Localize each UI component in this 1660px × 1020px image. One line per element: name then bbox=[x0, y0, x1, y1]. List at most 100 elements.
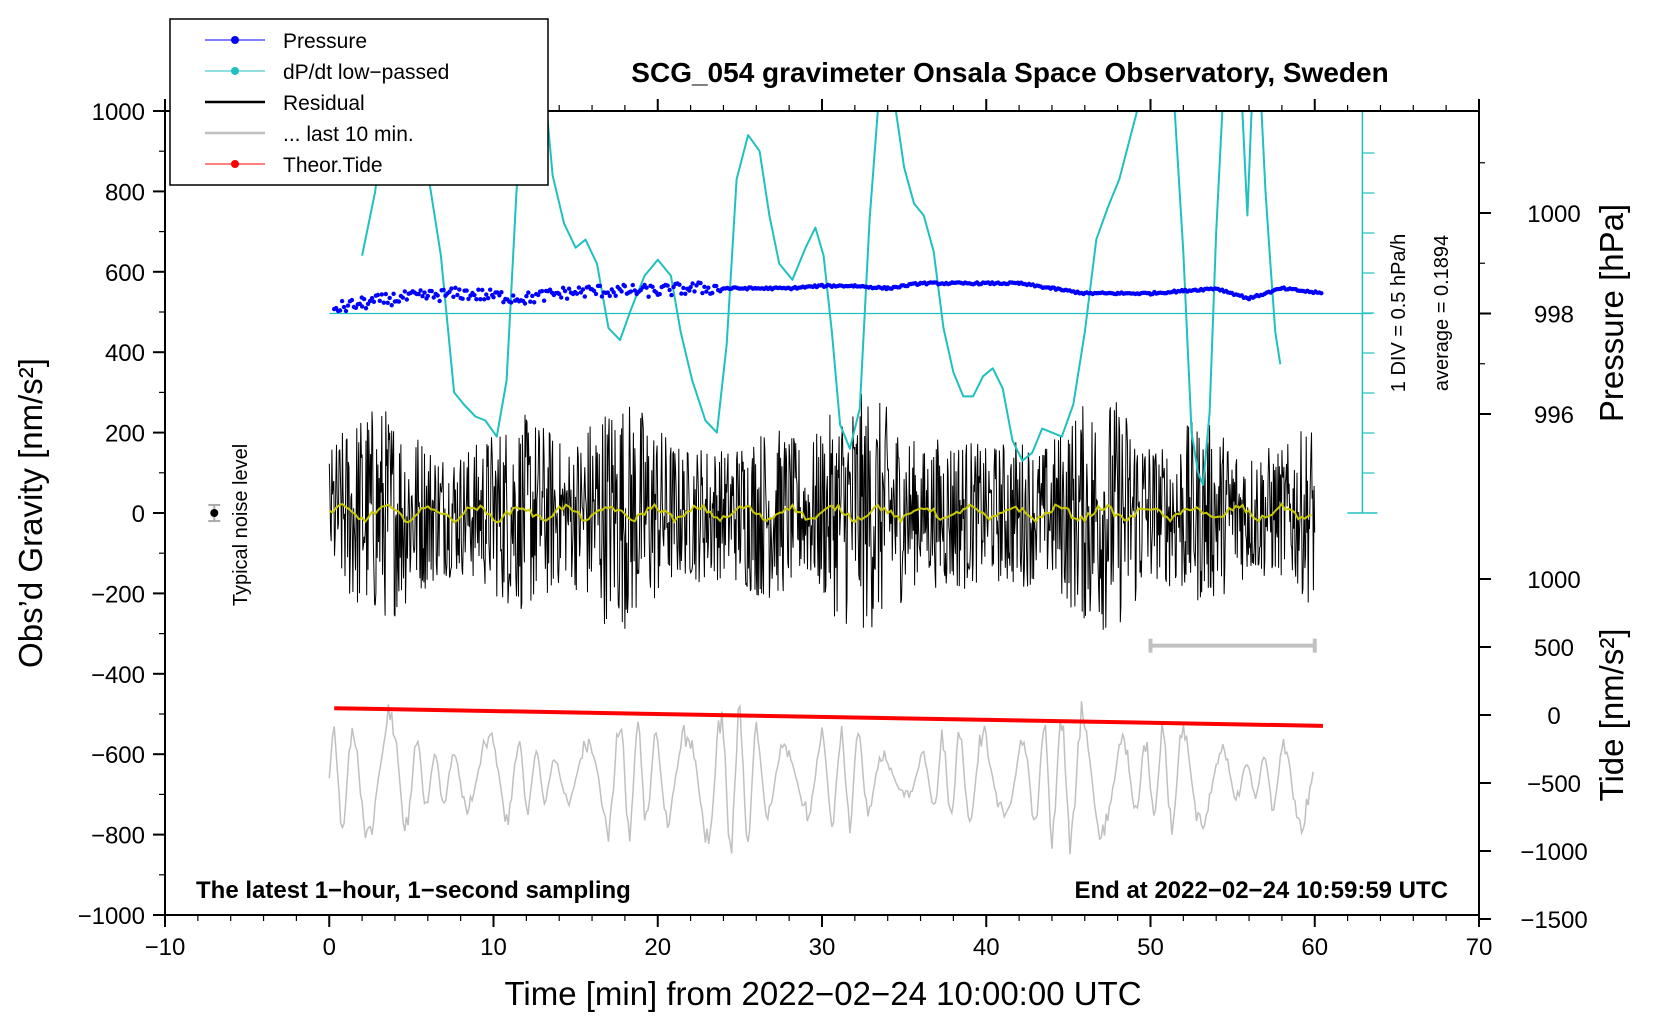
tide-tick-label: 0 bbox=[1547, 703, 1560, 730]
pressure-point bbox=[460, 296, 465, 301]
pressure-point bbox=[349, 297, 355, 303]
pressure-point bbox=[683, 291, 688, 296]
legend-label: Residual bbox=[283, 92, 365, 115]
x-tick-label: 60 bbox=[1301, 934, 1328, 961]
residual-trace bbox=[328, 393, 1316, 630]
pressure-point bbox=[522, 301, 528, 306]
pressure-point bbox=[379, 292, 384, 297]
pressure-point bbox=[681, 285, 686, 291]
legend-marker bbox=[231, 36, 239, 44]
pressure-average-note: average = 0.1894 bbox=[1431, 235, 1453, 391]
pressure-point bbox=[474, 297, 479, 302]
pressure-point bbox=[371, 299, 377, 304]
pressure-point bbox=[541, 298, 547, 303]
pressure-point bbox=[632, 288, 637, 293]
pressure-point bbox=[528, 299, 533, 304]
pressure-point bbox=[539, 288, 545, 294]
x-tick-label: 20 bbox=[644, 934, 671, 961]
pressure-point bbox=[402, 289, 407, 294]
pressure-point bbox=[345, 303, 351, 308]
pressure-point bbox=[530, 293, 535, 299]
noise-point bbox=[210, 509, 219, 517]
x-tick-label: −10 bbox=[145, 934, 186, 961]
tide-axis-label: Tide [nm/s²] bbox=[1593, 629, 1630, 802]
pressure-point bbox=[564, 296, 570, 301]
pressure-point bbox=[431, 295, 436, 300]
y-tick-label: −1000 bbox=[78, 903, 145, 930]
pressure-point bbox=[566, 286, 572, 291]
pressure-point bbox=[574, 291, 580, 296]
pressure-point bbox=[385, 300, 390, 305]
pressure-point bbox=[619, 289, 624, 294]
pressure-point bbox=[650, 284, 655, 289]
pressure-point bbox=[657, 291, 662, 297]
pressure-point bbox=[449, 286, 454, 291]
pressure-point bbox=[630, 282, 635, 288]
pressure-tick-label: 998 bbox=[1534, 302, 1574, 329]
footer-right: End at 2022−02−24 10:59:59 UTC bbox=[1074, 877, 1448, 904]
x-axis-label: Time [min] from 2022−02−24 10:00:00 UTC bbox=[504, 975, 1141, 1012]
legend-label: Theor.Tide bbox=[283, 154, 383, 177]
theor-tide-trace bbox=[334, 706, 1323, 728]
y-tick-label: −800 bbox=[91, 823, 145, 850]
pressure-point bbox=[391, 291, 396, 296]
pressure-point bbox=[511, 293, 516, 298]
pressure-point bbox=[597, 283, 603, 289]
x-tick-label: 10 bbox=[480, 934, 507, 961]
x-tick-label: 30 bbox=[809, 934, 836, 961]
y-tick-label: −200 bbox=[91, 581, 145, 608]
pressure-point bbox=[404, 297, 409, 302]
tide-tick-label: −1000 bbox=[1520, 839, 1587, 866]
pressure-point bbox=[369, 296, 375, 301]
pressure-point bbox=[396, 299, 402, 304]
x-tick-label: 40 bbox=[973, 934, 1000, 961]
pressure-point bbox=[501, 300, 506, 305]
pressure-point bbox=[377, 298, 382, 303]
pressure-point bbox=[536, 292, 541, 298]
pressure-tick-label: 996 bbox=[1534, 402, 1574, 429]
pressure-point bbox=[416, 291, 421, 297]
pressure-point bbox=[576, 285, 582, 290]
pressure-point bbox=[562, 288, 568, 294]
pressure-point bbox=[499, 290, 504, 295]
pressure-point bbox=[688, 285, 693, 290]
legend: Pressure dP/dt low−passed Residual ... last… bbox=[169, 18, 549, 186]
pressure-point bbox=[700, 290, 705, 296]
pressure-point bbox=[677, 282, 682, 287]
y-tick-label: 600 bbox=[105, 260, 145, 287]
pressure-point bbox=[363, 306, 369, 311]
pressure-point bbox=[441, 287, 446, 293]
tide-tick-label: −500 bbox=[1527, 771, 1581, 798]
legend-label: ... last 10 min. bbox=[283, 123, 414, 146]
pressure-point bbox=[524, 294, 529, 299]
pressure-point bbox=[702, 284, 707, 289]
pressure-point bbox=[646, 294, 651, 299]
y-tick-label: 400 bbox=[105, 340, 145, 367]
pressure-point bbox=[605, 290, 610, 295]
dpdt-trace bbox=[361, 111, 1282, 486]
tide-tick-label: 500 bbox=[1534, 635, 1574, 662]
pressure-point bbox=[480, 287, 485, 293]
pressure-point bbox=[714, 283, 719, 289]
typical-noise-label: Typical noise level bbox=[230, 444, 252, 606]
pressure-point bbox=[381, 300, 386, 305]
pressure-point bbox=[710, 290, 715, 296]
pressure-point bbox=[669, 292, 674, 298]
footer-left: The latest 1−hour, 1−second sampling bbox=[196, 877, 631, 904]
pressure-point bbox=[400, 295, 405, 300]
x-tick-label: 70 bbox=[1466, 934, 1493, 961]
pressure-point bbox=[692, 289, 697, 294]
legend-label: dP/dt low−passed bbox=[283, 61, 449, 84]
pressure-point bbox=[593, 291, 599, 297]
pressure-point bbox=[599, 294, 605, 299]
chart-title: SCG_054 gravimeter Onsala Space Observat… bbox=[631, 57, 1388, 88]
pressure-point bbox=[671, 284, 676, 290]
pressure-point bbox=[353, 305, 359, 310]
pressure-point bbox=[580, 287, 586, 292]
pressure-point bbox=[613, 293, 618, 298]
pressure-point bbox=[706, 285, 711, 290]
pressure-point bbox=[447, 289, 452, 294]
pressure-point bbox=[628, 289, 633, 294]
pressure-point bbox=[679, 291, 684, 296]
